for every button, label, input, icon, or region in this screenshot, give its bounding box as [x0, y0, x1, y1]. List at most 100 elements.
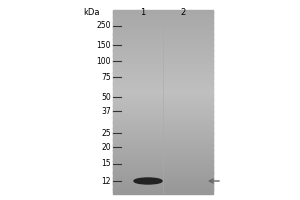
- Bar: [113, 67, 213, 69]
- Bar: [113, 183, 213, 185]
- Bar: [113, 70, 213, 72]
- Text: 25: 25: [101, 129, 111, 138]
- Text: 1: 1: [140, 8, 146, 17]
- Bar: [113, 145, 213, 147]
- Bar: [113, 31, 213, 32]
- Bar: [113, 45, 213, 47]
- Bar: [113, 82, 213, 84]
- Bar: [113, 131, 213, 132]
- Bar: [113, 128, 213, 130]
- Bar: [113, 19, 213, 20]
- Bar: [113, 81, 213, 82]
- Bar: [113, 20, 213, 21]
- Bar: [113, 187, 213, 189]
- Bar: [113, 62, 213, 64]
- Bar: [113, 162, 213, 164]
- Bar: [113, 167, 213, 169]
- Bar: [113, 141, 213, 142]
- Bar: [113, 86, 213, 87]
- Bar: [113, 54, 213, 56]
- Bar: [113, 34, 213, 36]
- Bar: [113, 69, 213, 70]
- Bar: [113, 155, 213, 157]
- Bar: [113, 93, 213, 95]
- Bar: [113, 94, 213, 96]
- Bar: [113, 21, 213, 23]
- Bar: [113, 30, 213, 31]
- Bar: [113, 84, 213, 86]
- Bar: [113, 59, 213, 61]
- Bar: [113, 76, 213, 78]
- Bar: [113, 15, 213, 17]
- Bar: [113, 153, 213, 154]
- Bar: [113, 132, 213, 134]
- Bar: [113, 191, 213, 192]
- Bar: [113, 176, 213, 178]
- Bar: [113, 178, 213, 180]
- Bar: [113, 99, 213, 101]
- Bar: [113, 17, 213, 19]
- Bar: [113, 154, 213, 156]
- Bar: [113, 95, 213, 97]
- Bar: [113, 108, 213, 109]
- Bar: [113, 25, 213, 26]
- Bar: [113, 26, 213, 28]
- Bar: [113, 116, 213, 118]
- Bar: [113, 98, 213, 100]
- Bar: [113, 130, 213, 131]
- Bar: [113, 112, 213, 114]
- Bar: [113, 83, 213, 85]
- Bar: [113, 126, 213, 128]
- Bar: [113, 188, 213, 190]
- Bar: [113, 136, 213, 137]
- Bar: [113, 23, 213, 25]
- Bar: [113, 117, 213, 119]
- Bar: [113, 55, 213, 57]
- Bar: [113, 16, 213, 18]
- Bar: [113, 171, 213, 173]
- Bar: [113, 109, 213, 111]
- Bar: [113, 32, 213, 34]
- Bar: [113, 143, 213, 145]
- Bar: [113, 97, 213, 98]
- Bar: [113, 165, 213, 167]
- Bar: [113, 147, 213, 148]
- Bar: [113, 39, 213, 41]
- Bar: [113, 161, 213, 163]
- Bar: [113, 148, 213, 150]
- Bar: [113, 181, 213, 183]
- Bar: [113, 184, 213, 186]
- Bar: [113, 60, 213, 62]
- Bar: [113, 37, 213, 39]
- Bar: [113, 119, 213, 120]
- Text: 20: 20: [101, 142, 111, 152]
- Bar: [113, 159, 213, 161]
- Bar: [113, 92, 213, 93]
- Bar: [113, 169, 213, 170]
- Bar: [113, 58, 213, 59]
- Bar: [113, 40, 213, 42]
- Bar: [113, 156, 213, 158]
- Bar: [113, 127, 213, 129]
- Bar: [113, 28, 213, 30]
- Bar: [113, 33, 213, 35]
- Bar: [113, 14, 213, 15]
- Bar: [113, 170, 213, 172]
- Bar: [113, 77, 213, 79]
- Bar: [113, 142, 213, 143]
- Bar: [113, 64, 213, 65]
- Bar: [113, 65, 213, 67]
- Bar: [113, 134, 213, 136]
- Bar: [113, 180, 213, 181]
- Bar: [113, 56, 213, 58]
- Bar: [113, 44, 213, 46]
- Bar: [113, 100, 213, 102]
- Bar: [113, 172, 213, 174]
- Bar: [113, 22, 213, 24]
- Bar: [113, 53, 213, 54]
- Bar: [113, 72, 213, 74]
- Bar: [113, 121, 213, 123]
- Bar: [113, 47, 213, 48]
- Bar: [113, 12, 213, 14]
- Bar: [113, 61, 213, 63]
